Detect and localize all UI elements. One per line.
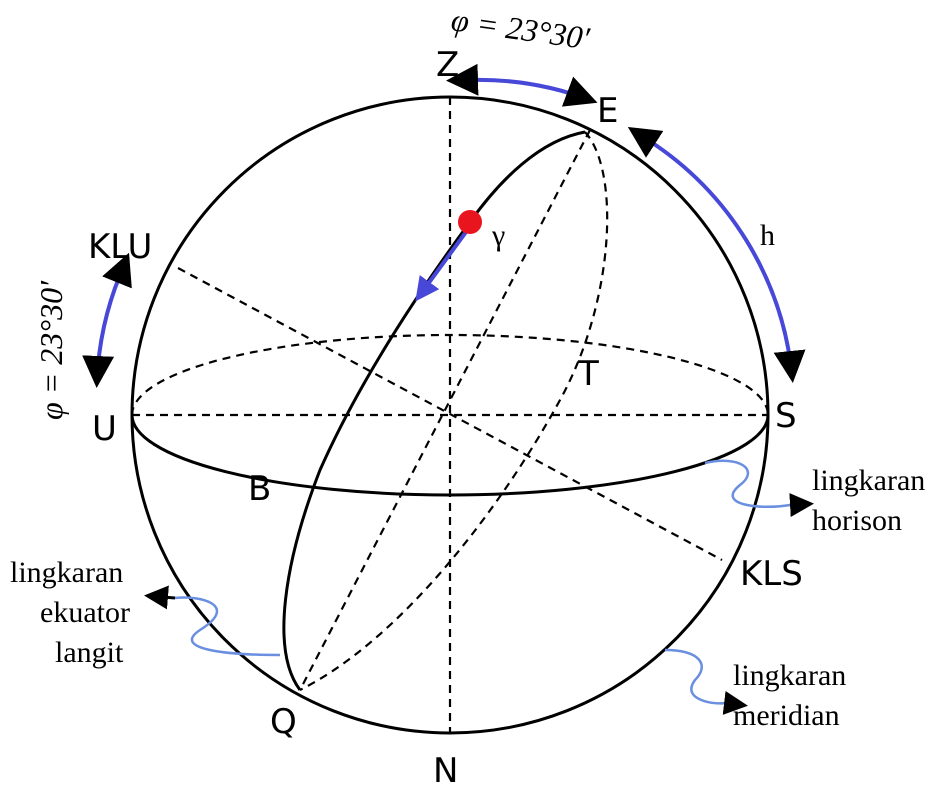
label-b: B <box>248 469 271 509</box>
meridian-line-1: lingkaran <box>733 659 846 692</box>
equator-pointer <box>174 596 281 657</box>
label-h: h <box>760 219 775 252</box>
equator-arrow <box>144 585 176 610</box>
meridian-arrow <box>722 690 748 715</box>
label-kls: KLS <box>740 554 803 594</box>
celestial-pole-axis <box>177 267 723 561</box>
altitude-arc <box>627 126 806 383</box>
equator-front <box>282 130 586 691</box>
meridian-pointer <box>664 648 726 705</box>
label-gamma: γ <box>491 219 505 252</box>
label-n: N <box>433 751 458 787</box>
angle-arc-top <box>446 63 598 107</box>
label-t: T <box>577 354 599 394</box>
geometry <box>82 63 814 735</box>
horizon-back <box>130 333 770 416</box>
east-q-line <box>299 129 591 691</box>
horizon-line-2: horison <box>812 504 902 537</box>
angle-arc-left <box>82 252 132 388</box>
label-klu: KLU <box>88 227 152 267</box>
labels: Z E S U N Q T B KLU KLS γ h φ = 23°30′ φ… <box>10 1 925 787</box>
equator-back <box>299 131 609 691</box>
label-u: U <box>92 409 117 449</box>
label-e: E <box>597 91 618 131</box>
horizon-pointer <box>704 459 791 509</box>
motion-arrow <box>415 230 468 302</box>
label-s: S <box>775 396 797 436</box>
label-q: Q <box>270 702 297 742</box>
equator-line-2: ekuator <box>40 596 130 629</box>
label-z: Z <box>436 45 459 85</box>
vernal-point <box>458 210 482 234</box>
horizon-arrow <box>789 493 814 517</box>
equator-line-3: langit <box>55 636 124 669</box>
horizon-line-1: lingkaran <box>812 464 925 497</box>
angle-left: φ = 23°30′ <box>33 280 69 420</box>
horizon-front <box>130 414 770 497</box>
equator-line-1: lingkaran <box>10 556 123 589</box>
meridian-line-2: meridian <box>733 699 840 732</box>
angle-top: φ = 23°30′ <box>449 1 593 56</box>
